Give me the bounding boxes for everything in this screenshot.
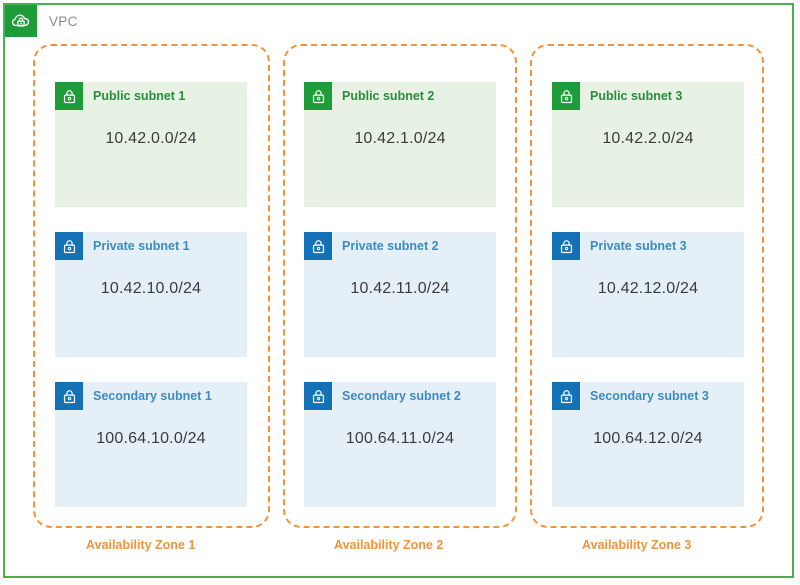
subnet-header: Public subnet 2 xyxy=(304,82,496,110)
subnet-cidr: 10.42.1.0/24 xyxy=(354,130,446,147)
vpc-label: VPC xyxy=(49,13,78,29)
subnet-title: Private subnet 1 xyxy=(93,239,190,253)
subnet-header: Private subnet 1 xyxy=(55,232,247,260)
subnet-card[interactable]: Private subnet 3 10.42.12.0/24 xyxy=(552,232,744,357)
subnet-cidr: 10.42.2.0/24 xyxy=(602,130,694,147)
subnet-cidr: 100.64.10.0/24 xyxy=(96,430,206,447)
lock-icon xyxy=(304,382,332,410)
subnet-title: Secondary subnet 2 xyxy=(342,389,461,403)
subnet-title: Private subnet 3 xyxy=(590,239,687,253)
availability-zone-label: Availability Zone 2 xyxy=(334,538,444,552)
availability-zone-3-boundary xyxy=(530,44,764,528)
subnet-cidr: 100.64.11.0/24 xyxy=(345,430,455,447)
subnet-title: Secondary subnet 1 xyxy=(93,389,212,403)
subnet-header: Secondary subnet 3 xyxy=(552,382,744,410)
lock-icon xyxy=(304,82,332,110)
availability-zone-2-boundary xyxy=(283,44,517,528)
subnet-cidr: 10.42.12.0/24 xyxy=(597,280,699,297)
lock-icon xyxy=(55,382,83,410)
lock-icon xyxy=(55,82,83,110)
subnet-header: Public subnet 1 xyxy=(55,82,247,110)
vpc-header: VPC xyxy=(5,5,78,37)
subnet-card[interactable]: Secondary subnet 2 100.64.11.0/24 xyxy=(304,382,496,507)
subnet-title: Secondary subnet 3 xyxy=(590,389,709,403)
subnet-card[interactable]: Secondary subnet 3 100.64.12.0/24 xyxy=(552,382,744,507)
subnet-header: Private subnet 3 xyxy=(552,232,744,260)
lock-icon xyxy=(552,82,580,110)
subnet-title: Public subnet 3 xyxy=(590,89,683,103)
subnet-title: Private subnet 2 xyxy=(342,239,439,253)
subnet-title: Public subnet 1 xyxy=(93,89,186,103)
lock-icon xyxy=(552,232,580,260)
subnet-title: Public subnet 2 xyxy=(342,89,435,103)
subnet-card[interactable]: Public subnet 1 10.42.0.0/24 xyxy=(55,82,247,207)
subnet-header: Secondary subnet 2 xyxy=(304,382,496,410)
availability-zone-1-boundary xyxy=(33,44,270,528)
availability-zone-label: Availability Zone 1 xyxy=(86,538,196,552)
availability-zone-label: Availability Zone 3 xyxy=(582,538,692,552)
lock-icon xyxy=(55,232,83,260)
subnet-header: Secondary subnet 1 xyxy=(55,382,247,410)
subnet-cidr: 10.42.10.0/24 xyxy=(100,280,202,297)
subnet-cidr: 10.42.11.0/24 xyxy=(350,280,450,297)
subnet-header: Private subnet 2 xyxy=(304,232,496,260)
lock-icon xyxy=(304,232,332,260)
subnet-cidr: 100.64.12.0/24 xyxy=(593,430,703,447)
subnet-card[interactable]: Private subnet 1 10.42.10.0/24 xyxy=(55,232,247,357)
vpc-cloud-lock-icon xyxy=(5,5,37,37)
subnet-card[interactable]: Public subnet 2 10.42.1.0/24 xyxy=(304,82,496,207)
subnet-card[interactable]: Secondary subnet 1 100.64.10.0/24 xyxy=(55,382,247,507)
subnet-card[interactable]: Public subnet 3 10.42.2.0/24 xyxy=(552,82,744,207)
subnet-header: Public subnet 3 xyxy=(552,82,744,110)
subnet-card[interactable]: Private subnet 2 10.42.11.0/24 xyxy=(304,232,496,357)
lock-icon xyxy=(552,382,580,410)
subnet-cidr: 10.42.0.0/24 xyxy=(105,130,197,147)
